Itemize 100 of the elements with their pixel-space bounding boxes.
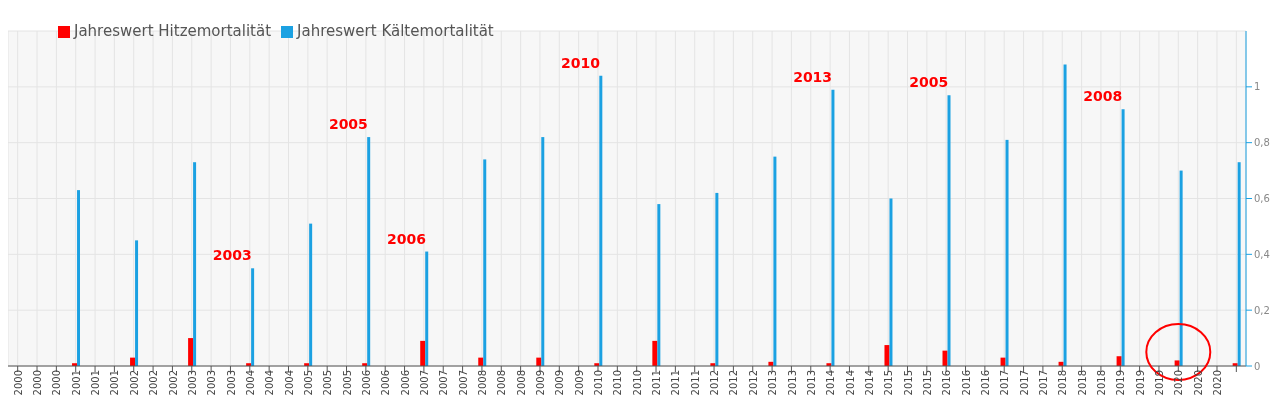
x-tick-label: 2011 xyxy=(689,370,701,396)
x-tick-label: 2019 xyxy=(1115,370,1127,396)
x-tick-label: 2006 xyxy=(380,370,392,396)
x-tick-label: 2012 xyxy=(709,370,721,396)
annotation: 2005 xyxy=(328,116,368,133)
bar xyxy=(657,204,661,366)
annotation: 2005 xyxy=(909,74,949,91)
x-tick-label: 2006 xyxy=(399,370,411,396)
x-tick-label: 2004 xyxy=(264,370,276,396)
x-tick-label: 2018 xyxy=(1096,370,1108,396)
x-tick-label: 2012 xyxy=(728,370,740,396)
x-tick-label: 2020 xyxy=(1173,370,1185,396)
x-tick-label: 2016 xyxy=(941,370,953,396)
x-tick-label: 2010 xyxy=(593,370,605,396)
x-tick-label: 2016 xyxy=(960,370,972,396)
legend-label: Jahreswert Hitzemortalität xyxy=(74,22,272,40)
y-tick-label: 0,8 xyxy=(1254,137,1270,149)
bar xyxy=(1179,170,1183,366)
bar xyxy=(251,268,255,366)
x-tick-label: 2009 xyxy=(554,370,566,396)
y-tick-label: 0,4 xyxy=(1254,248,1270,260)
x-tick-label: 2014 xyxy=(863,370,875,396)
x-tick-label: 2019 xyxy=(1134,370,1146,396)
x-tick-label: 2004 xyxy=(244,370,256,396)
bar xyxy=(420,340,426,366)
x-tick-label: 2009 xyxy=(535,370,547,396)
x-tick-label: 2006 xyxy=(360,370,372,396)
y-tick-label: 0,6 xyxy=(1254,193,1270,205)
x-tick-label: 2013 xyxy=(767,370,779,396)
x-tick-label: 2015 xyxy=(902,370,914,396)
x-tick-label: 2000 xyxy=(51,370,63,396)
x-tick-label: 2017 xyxy=(1037,370,1049,396)
x-tick-label: 2008 xyxy=(477,370,489,396)
x-tick-label: 2008 xyxy=(496,370,508,396)
bar xyxy=(1237,162,1241,366)
bar xyxy=(135,240,139,366)
annotation: 2008 xyxy=(1083,88,1123,105)
x-tick-label: 2020 xyxy=(1212,370,1224,396)
bar xyxy=(77,190,81,366)
x-tick-label: 2013 xyxy=(786,370,798,396)
y-tick-label: 0,2 xyxy=(1254,304,1270,316)
x-tick-label: 2017 xyxy=(999,370,1011,396)
x-tick-label: 2007 xyxy=(418,370,430,396)
bar xyxy=(1063,64,1067,366)
x-tick-label: 2014 xyxy=(825,370,837,396)
bar xyxy=(947,95,951,366)
bar xyxy=(541,137,545,366)
x-tick-label: 2011 xyxy=(651,370,663,396)
y-tick-label: 1 xyxy=(1254,81,1261,93)
x-tick-label: 2007 xyxy=(457,370,469,396)
annotation: 2010 xyxy=(561,54,601,71)
bar xyxy=(599,75,603,366)
bar xyxy=(884,345,890,366)
x-tick-label: 2008 xyxy=(515,370,527,396)
bar xyxy=(1116,356,1122,366)
bar xyxy=(773,156,777,366)
x-tick-label: 2016 xyxy=(979,370,991,396)
x-tick-label: 2001 xyxy=(109,370,121,396)
x-tick-label: 2013 xyxy=(805,370,817,396)
x-tick-label: 2003 xyxy=(186,370,198,396)
annotation: 2006 xyxy=(386,230,426,247)
x-tick-label: 2010 xyxy=(612,370,624,396)
bar xyxy=(1005,139,1009,366)
legend-label: Jahreswert Kältemortalität xyxy=(297,22,494,40)
x-tick-label: 2005 xyxy=(322,370,334,396)
x-tick-label: 2001 xyxy=(90,370,102,396)
x-tick-label: 2005 xyxy=(341,370,353,396)
x-tick-label: 2001 xyxy=(70,370,82,396)
x-tick-label: 2009 xyxy=(573,370,585,396)
x-tick-label: 2002 xyxy=(148,370,160,396)
x-tick-label: 2003 xyxy=(225,370,237,396)
bar xyxy=(367,137,371,366)
bar xyxy=(831,89,835,366)
bar xyxy=(425,251,429,366)
x-tick-label: 2004 xyxy=(283,370,295,396)
x-tick-label: 2019 xyxy=(1154,370,1166,396)
annotation: 2013 xyxy=(793,68,833,85)
x-tick-label: 2015 xyxy=(921,370,933,396)
x-tick-label: 2002 xyxy=(167,370,179,396)
bar xyxy=(889,198,893,366)
x-tick-label: 2011 xyxy=(670,370,682,396)
x-tick-label: 2000 xyxy=(12,370,24,396)
bar xyxy=(193,162,197,366)
x-tick-label: 2017 xyxy=(1018,370,1030,396)
x-tick-label: 2018 xyxy=(1076,370,1088,396)
x-tick-label: 2000 xyxy=(32,370,44,396)
x-tick-label: 2010 xyxy=(631,370,643,396)
annotation: 2003 xyxy=(212,247,252,264)
bar xyxy=(652,340,658,366)
bar xyxy=(1121,109,1125,366)
bar xyxy=(942,350,948,366)
x-tick-label: 2018 xyxy=(1057,370,1069,396)
bar xyxy=(483,159,487,366)
x-tick-label: 2015 xyxy=(883,370,895,396)
x-tick-label: 2012 xyxy=(747,370,759,396)
x-tick-label: 2003 xyxy=(206,370,218,396)
y-tick-label: 0 xyxy=(1254,360,1261,372)
x-tick-label: 2002 xyxy=(128,370,140,396)
x-tick-label: 2014 xyxy=(844,370,856,396)
bar xyxy=(715,192,719,366)
